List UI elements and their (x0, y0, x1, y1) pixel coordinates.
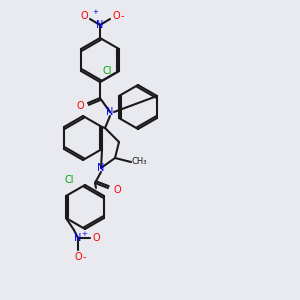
Text: O: O (112, 11, 120, 21)
Text: Cl: Cl (64, 175, 74, 185)
Text: N: N (74, 233, 82, 243)
Text: N: N (106, 107, 114, 117)
Text: Cl: Cl (102, 66, 112, 76)
Text: -: - (120, 11, 124, 21)
Text: O: O (80, 11, 88, 21)
Text: +: + (81, 231, 87, 237)
Text: N: N (96, 20, 104, 30)
Text: O: O (76, 101, 84, 111)
Text: CH₃: CH₃ (131, 158, 147, 166)
Text: -: - (82, 252, 86, 262)
Text: O: O (113, 185, 121, 195)
Text: O: O (74, 252, 82, 262)
Text: +: + (92, 9, 98, 15)
Text: O: O (92, 233, 100, 243)
Text: N: N (97, 163, 105, 173)
